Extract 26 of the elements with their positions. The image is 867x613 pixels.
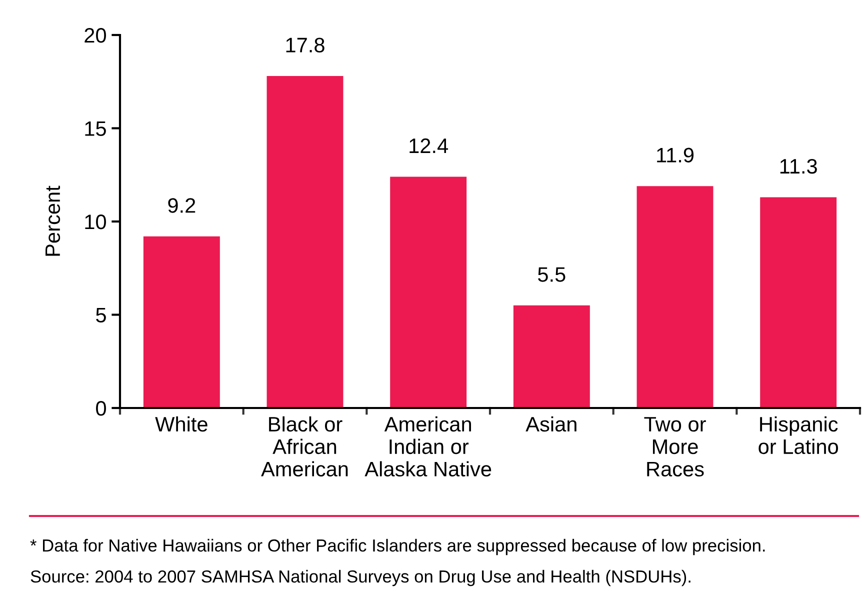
y-tick-label: 20 xyxy=(84,28,106,43)
text: * Data for Native Hawaiians or Other Pacific Islanders are suppressed because of low precision. xyxy=(30,538,765,556)
data-label: 12.4 xyxy=(410,138,448,153)
y-tick-label: 15 xyxy=(85,121,106,136)
y-tick-label: 10 xyxy=(85,214,106,230)
x-tick-label: Asian xyxy=(526,416,576,432)
bar xyxy=(760,197,837,408)
bar xyxy=(390,176,467,408)
data-label: 5.5 xyxy=(538,267,566,282)
x-tick-label: Hispanic or Latino xyxy=(758,416,838,454)
bar xyxy=(143,236,220,408)
y-tick-label: 5 xyxy=(96,308,106,323)
bar xyxy=(636,186,714,408)
data-label: 17.8 xyxy=(286,38,324,52)
source-note: Source: 2004 to 2007 SAMHSA National Surveys on Drug Use and Health (NSDUHs). xyxy=(30,570,690,586)
data-label: 9.2 xyxy=(168,198,196,213)
y-axis-title: Percent xyxy=(46,186,60,256)
data-label: 11.3 xyxy=(780,158,817,174)
bar xyxy=(513,305,590,408)
bar xyxy=(266,76,344,408)
x-tick-label: American Indian or Alaska Native xyxy=(364,416,492,477)
y-tick-label: 0 xyxy=(96,401,106,416)
x-tick-label: Two or More Races xyxy=(644,417,706,477)
x-tick-label: White xyxy=(155,416,208,432)
x-tick-label: Black or African American xyxy=(261,416,348,477)
data-label: 11.9 xyxy=(657,148,694,163)
